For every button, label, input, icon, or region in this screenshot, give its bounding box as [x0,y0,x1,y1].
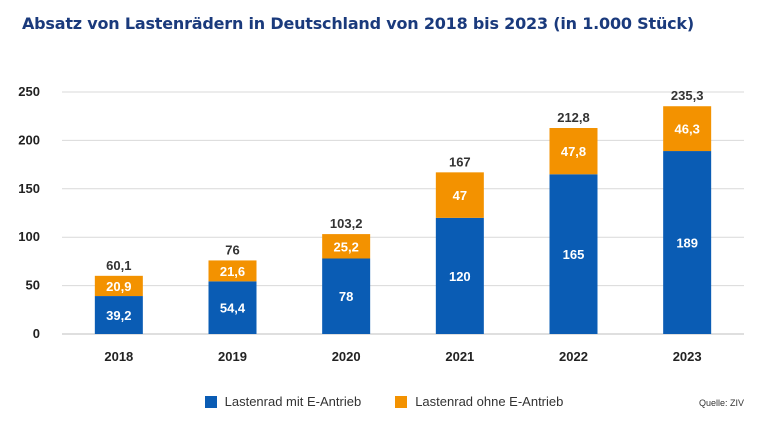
y-axis: 0 50 100 150 200 250 [18,84,40,341]
bar-total-label: 235,3 [671,88,704,103]
bar-value-label: 189 [676,236,698,251]
bar-value-label: 47 [453,188,467,203]
y-tick-label: 0 [33,326,40,341]
bar-value-label: 46,3 [675,122,700,137]
legend: Lastenrad mit E-Antrieb Lastenrad ohne E… [0,394,768,409]
bar-segment-ohne-e-antrieb [322,234,371,259]
x-tick-label: 2020 [332,349,361,364]
y-tick-label: 50 [26,278,40,293]
legend-swatch-blue [204,395,217,408]
chart-title: Absatz von Lastenrädern in Deutschland v… [22,14,694,33]
bar-segment-e-antrieb [435,217,484,334]
bar-value-label: 78 [339,289,353,304]
bar-segment-ohne-e-antrieb [94,275,143,297]
bar-segment-ohne-e-antrieb [549,128,598,175]
y-tick-label: 200 [18,132,40,147]
bar-value-label: 25,2 [334,239,359,254]
legend-label: Lastenrad mit E-Antrieb [224,394,362,409]
bar-segment-e-antrieb [549,174,598,334]
source-note: Quelle: ZIV [698,398,744,408]
y-tick-label: 100 [18,229,40,244]
bar-total-label: 76 [225,242,239,257]
legend-swatch-orange [395,395,408,408]
x-tick-label: 2019 [218,349,247,364]
x-tick-label: 2018 [104,349,133,364]
bar-value-label: 20,9 [106,279,131,294]
y-tick-label: 250 [18,84,40,99]
legend-item-e-antrieb: Lastenrad mit E-Antrieb [204,394,362,409]
grid-lines [62,91,744,335]
x-tick-label: 2022 [559,349,588,364]
bar-segment-ohne-e-antrieb [208,260,257,282]
bars: 39,2 20,9 60,1 54,4 21,6 76 78 25,2 103,2 120 47 16… [94,88,712,334]
bar-segment-ohne-e-antrieb [663,106,712,152]
bar-value-label: 165 [563,247,585,262]
bar-total-label: 167 [449,154,471,169]
bar-value-label: 54,4 [220,301,246,316]
bar-value-label: 39,2 [106,308,131,323]
bar-total-label: 212,8 [557,110,590,125]
bar-segment-e-antrieb [94,296,143,334]
x-tick-label: 2023 [673,349,702,364]
bar-segment-e-antrieb [322,258,371,334]
legend-item-ohne-e-antrieb: Lastenrad ohne E-Antrieb [395,394,563,409]
bar-segment-e-antrieb [663,151,712,334]
bar-value-label: 47,8 [561,144,586,159]
legend-label: Lastenrad ohne E-Antrieb [415,394,564,409]
bar-segment-e-antrieb [208,281,257,334]
bar-value-label: 120 [449,269,471,284]
bar-total-label: 60,1 [106,258,131,273]
bar-value-label: 21,6 [220,264,245,279]
x-axis: 2018 2019 2020 2021 2022 2023 [104,349,701,364]
x-tick-label: 2021 [445,349,474,364]
bar-total-label: 103,2 [330,216,363,231]
y-tick-label: 150 [18,181,40,196]
bar-segment-ohne-e-antrieb [435,172,484,218]
